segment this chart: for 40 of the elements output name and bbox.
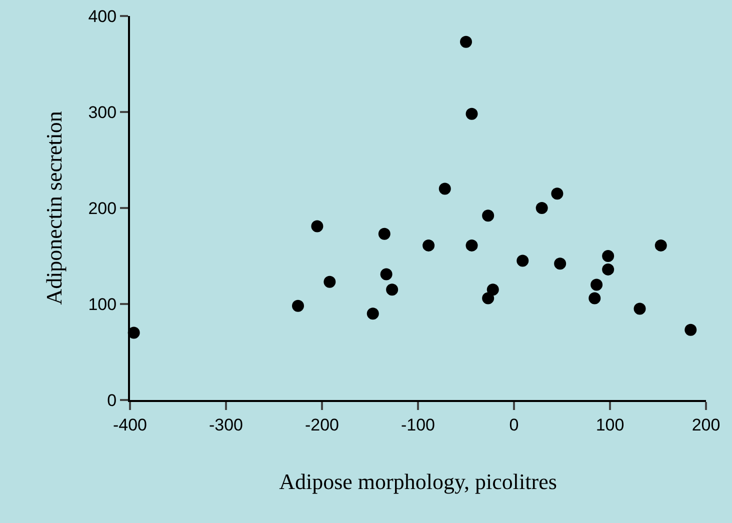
- x-tick-label: 100: [596, 415, 624, 434]
- point: [486, 284, 499, 296]
- y-tick-label: 100: [88, 294, 117, 314]
- point: [536, 202, 548, 214]
- point: [386, 284, 398, 296]
- y-tick-label: 400: [88, 6, 117, 26]
- point: [482, 292, 494, 304]
- y-axis-title: Adiponectin secretion: [42, 111, 67, 305]
- x-tick-label: 0: [509, 415, 519, 434]
- point: [460, 36, 472, 48]
- point: [588, 292, 601, 304]
- point: [292, 300, 304, 312]
- point: [438, 182, 451, 195]
- point: [422, 239, 435, 252]
- point: [634, 302, 646, 315]
- point: [311, 220, 324, 232]
- point: [378, 228, 390, 240]
- point: [466, 239, 478, 252]
- point: [324, 276, 336, 288]
- point: [590, 278, 603, 291]
- x-tick-label: -200: [304, 415, 340, 434]
- point: [551, 188, 564, 200]
- y-tick-label: 0: [107, 390, 117, 410]
- point: [366, 308, 379, 320]
- point: [602, 263, 614, 276]
- point: [516, 254, 529, 267]
- point: [554, 258, 566, 270]
- x-tick-label: -100: [400, 415, 436, 434]
- x-tick-label: -400: [112, 415, 148, 434]
- point: [482, 210, 494, 222]
- point: [380, 268, 392, 280]
- point: [466, 108, 478, 120]
- point: [684, 324, 697, 336]
- x-tick-label: 200: [692, 415, 720, 434]
- y-tick-label: 300: [88, 102, 117, 122]
- x-axis-title: Adipose morphology, picolitres: [279, 468, 557, 494]
- point: [654, 239, 667, 252]
- y-tick-label: 200: [88, 198, 117, 218]
- point: [602, 250, 614, 262]
- x-tick-label: -300: [208, 415, 244, 434]
